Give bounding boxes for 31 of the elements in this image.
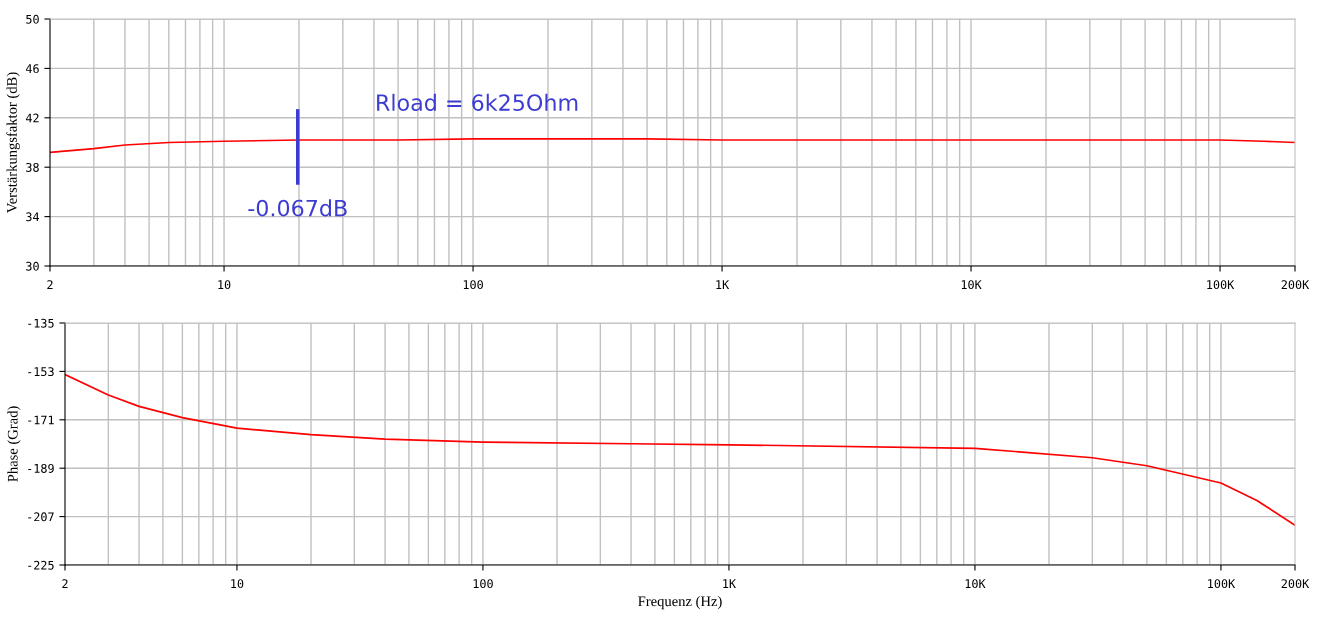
y-axis-title: Phase (Grad) [7, 406, 21, 482]
y-axis-title: Verstärkungsfaktor (dB) [6, 72, 20, 213]
y-tick-label: -225 [28, 560, 54, 570]
x-tick-label: 100K [1208, 579, 1236, 589]
x-tick-label: 100 [473, 579, 493, 589]
y-tick-label: -153 [28, 367, 54, 377]
y-tick-label: 30 [26, 261, 39, 271]
x-tick-label: 1K [723, 579, 737, 588]
annotation: -0.067dB [248, 199, 347, 217]
x-tick-label: 200K [1281, 579, 1310, 589]
x-tick-label: 2 [47, 280, 53, 289]
x-tick-label: 100K [1207, 280, 1235, 290]
y-tick-label: -207 [28, 512, 54, 522]
y-tick-label: 42 [25, 113, 39, 123]
x-tick-label: 100 [463, 280, 483, 290]
x-axis-title: Frequenz (Hz) [638, 595, 722, 610]
annotation: Rload = 6k25Ohm [377, 93, 578, 112]
y-tick-label: -171 [28, 415, 54, 425]
y-tick-label: -189 [28, 463, 54, 473]
x-tick-label: 10 [218, 280, 231, 290]
x-tick-label: 2 [62, 579, 68, 588]
y-tick-label: 46 [25, 64, 39, 74]
x-tick-label: 1K [716, 280, 730, 289]
x-tick-label: 10 [231, 579, 244, 589]
y-tick-label: 38 [26, 162, 39, 172]
y-tick-label: 34 [26, 212, 40, 222]
y-tick-label: -135 [28, 318, 54, 328]
x-tick-label: 10K [961, 280, 982, 290]
y-tick-label: 50 [26, 14, 39, 24]
x-tick-label: 10K [965, 579, 986, 589]
x-tick-label: 200K [1281, 280, 1310, 290]
